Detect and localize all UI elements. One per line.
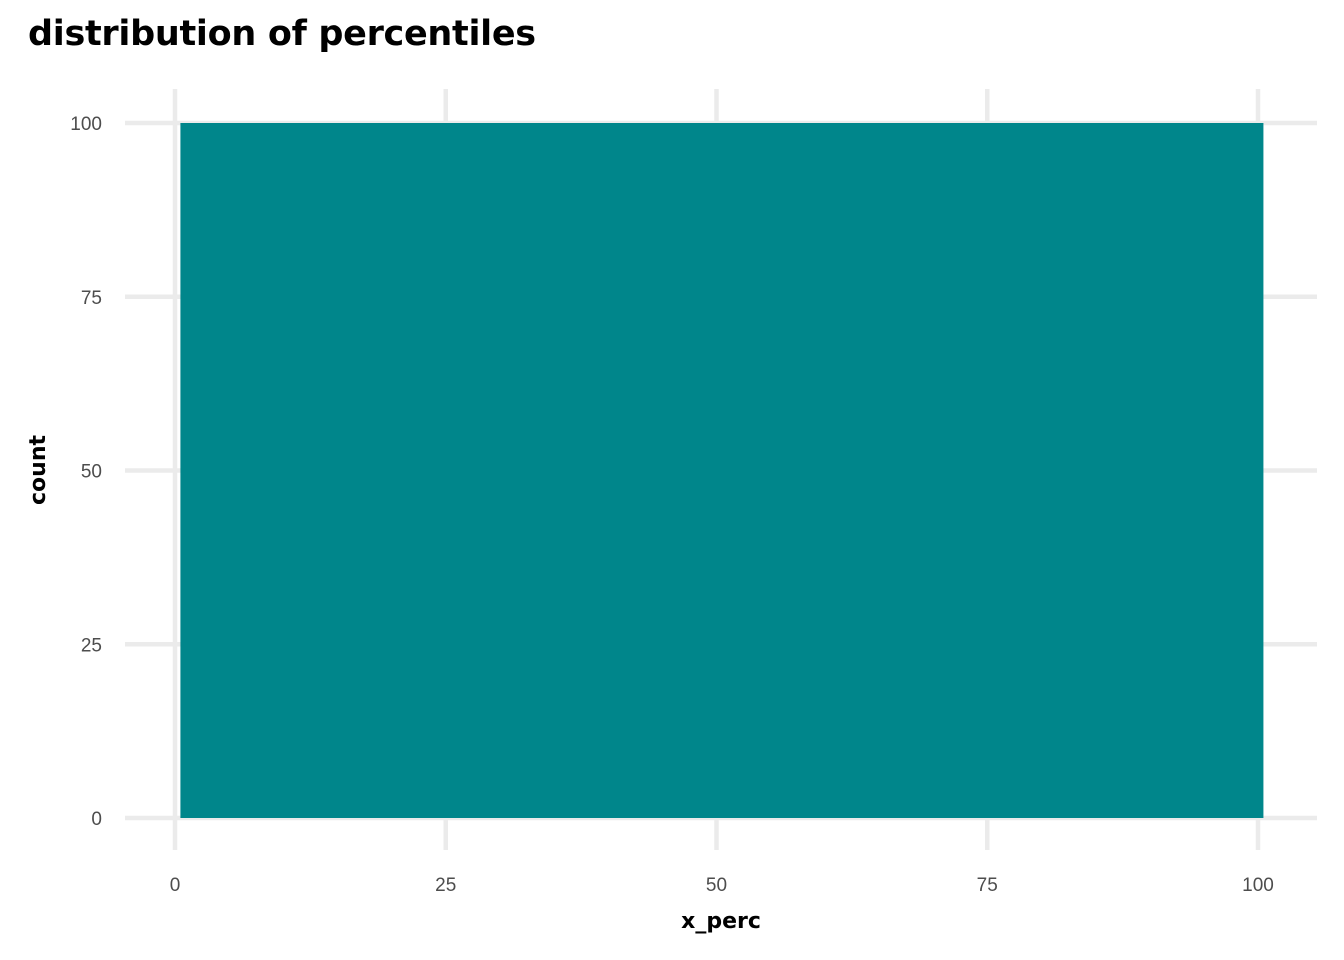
histogram-bar	[180, 123, 1264, 818]
y-tick-label: 75	[81, 288, 102, 309]
x-tick-label: 75	[977, 875, 998, 896]
y-axis-title: count	[26, 435, 51, 505]
x-tick-label: 25	[435, 875, 456, 896]
y-tick-label: 0	[91, 809, 102, 830]
y-tick-label: 100	[70, 114, 102, 135]
bar-layer	[180, 123, 1264, 818]
x-axis-title: x_perc	[681, 909, 761, 934]
tick-label-layer: 0 25 50 75 100 0 25 50 75 100	[70, 114, 1274, 896]
x-tick-label: 100	[1242, 875, 1274, 896]
x-tick-label: 0	[170, 875, 181, 896]
x-tick-label: 50	[706, 875, 727, 896]
chart-title: distribution of percentiles	[28, 14, 536, 54]
y-tick-label: 50	[81, 462, 102, 483]
y-tick-label: 25	[81, 635, 102, 656]
